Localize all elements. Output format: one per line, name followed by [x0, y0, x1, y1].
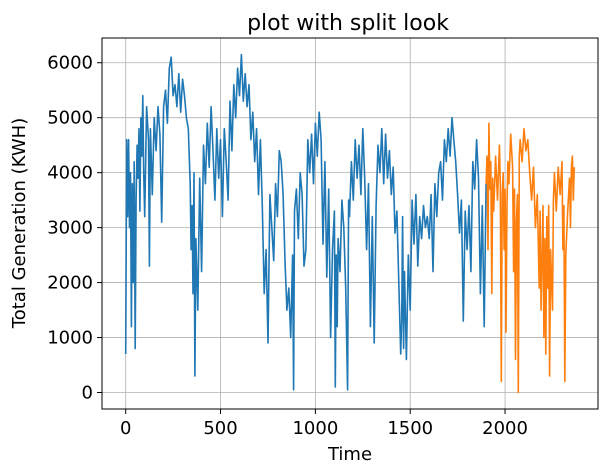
x-tick-label: 2000 — [482, 418, 528, 439]
y-tick-label: 5000 — [47, 108, 93, 129]
x-axis-title: Time — [327, 444, 372, 465]
plot-lines — [124, 53, 576, 394]
y-tick-label: 0 — [82, 383, 93, 404]
y-tick-label: 4000 — [47, 163, 93, 184]
y-tick-label: 3000 — [47, 218, 93, 239]
ticks: 0 500 1000 1500 2000 0 1000 2000 3000 4000 5000 600… — [47, 53, 528, 439]
plot-frame — [101, 37, 599, 410]
y-tick-label: 6000 — [47, 53, 93, 74]
x-tick-label: 1000 — [292, 418, 338, 439]
x-tick-label: 0 — [120, 418, 131, 439]
y-tick-label: 2000 — [47, 273, 93, 294]
x-tick-label: 1500 — [387, 418, 433, 439]
chart-title: plot with split look — [247, 11, 449, 36]
y-axis-title: Total Generation (KWH) — [9, 118, 30, 329]
y-tick-label: 1000 — [47, 328, 93, 349]
x-tick-label: 500 — [203, 418, 237, 439]
series-line-1 — [124, 53, 487, 391]
series-line-2 — [485, 122, 576, 394]
